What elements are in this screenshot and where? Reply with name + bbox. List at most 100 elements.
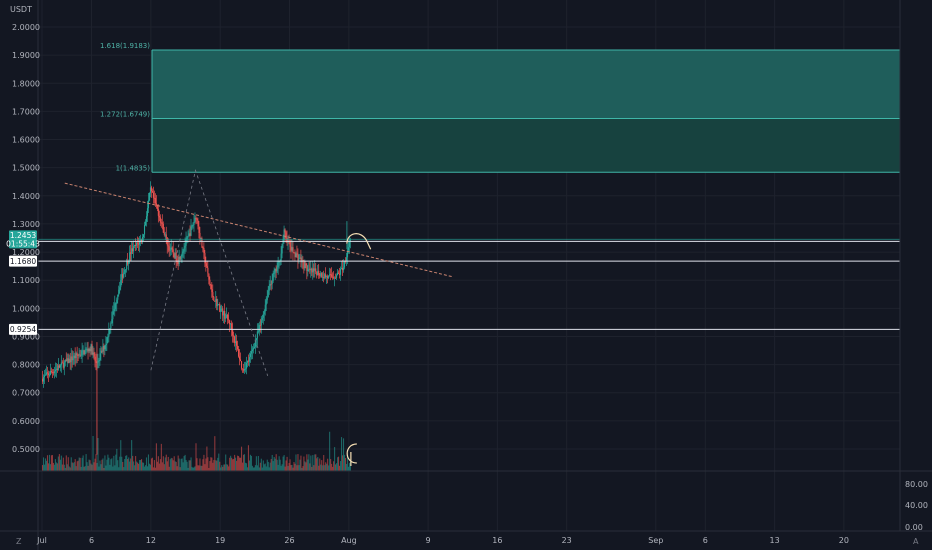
candle-body: [267, 290, 269, 298]
timezone-toggle[interactable]: Z: [16, 537, 22, 546]
candle-body: [258, 325, 260, 332]
candle-body: [171, 247, 173, 250]
volume-bar: [332, 466, 334, 471]
candle-body: [310, 268, 312, 271]
time-tick-label: 9: [426, 536, 431, 545]
volume-bar: [47, 463, 50, 471]
volume-bar: [55, 462, 57, 471]
candle-body: [300, 257, 302, 263]
candle-body: [54, 369, 56, 372]
candle-body: [247, 360, 250, 362]
time-tick-label: 26: [284, 536, 294, 545]
time-axis[interactable]: Jul 6 12 19 26 Aug 9 16 23 Sep 6 13 20: [36, 536, 849, 545]
candle-body: [160, 222, 162, 224]
price-tag-label: 0.9254: [10, 325, 36, 334]
volume-tick-label: 40.00: [905, 501, 928, 510]
candle-body: [191, 225, 193, 227]
volume-bar: [178, 458, 180, 471]
volume-bar: [146, 466, 149, 471]
volume-bar: [335, 464, 337, 471]
volume-bar: [121, 456, 123, 471]
candle-body: [234, 336, 236, 343]
candle-body: [245, 362, 248, 369]
volume-bar: [293, 461, 295, 471]
volume-bar: [119, 456, 121, 471]
candle-body: [109, 328, 111, 330]
volume-bar: [168, 466, 170, 471]
volume-bar: [254, 465, 256, 471]
candle-body: [246, 360, 249, 363]
candle-body: [314, 268, 316, 271]
candle-body: [157, 209, 159, 216]
volume-bar: [138, 463, 140, 471]
candle-body: [347, 247, 350, 251]
candle-body: [232, 329, 234, 336]
candle-body: [261, 317, 263, 321]
candle-body: [271, 280, 273, 285]
candle-body: [144, 221, 147, 226]
volume-bar: [265, 466, 267, 471]
current-price-tag-bg: [9, 230, 37, 249]
candle-body: [62, 363, 64, 368]
candle-body: [325, 274, 327, 277]
volume-bar: [125, 455, 127, 471]
candle-body: [127, 261, 129, 264]
volume-bar: [308, 454, 310, 471]
auto-scale-toggle[interactable]: A: [913, 537, 919, 546]
candle-body: [49, 371, 52, 375]
volume-bar: [52, 462, 54, 471]
volume-bar: [176, 466, 178, 471]
candle-body: [335, 277, 337, 279]
time-tick-label: 13: [770, 536, 780, 545]
candle-body: [293, 252, 295, 254]
volume-bar: [130, 458, 132, 471]
candle-body: [174, 252, 176, 258]
candle-body: [337, 272, 339, 276]
candle-body: [45, 372, 48, 375]
volume-bar: [295, 454, 297, 471]
candle-body: [106, 337, 108, 345]
volume-bar: [180, 458, 182, 471]
candle-body: [52, 372, 54, 374]
price-axis[interactable]: 2.0000 1.9000 1.8000 1.7000 1.6000 1.5000 1.40…: [12, 23, 40, 454]
candle-body: [83, 350, 85, 355]
candle-body: [64, 360, 66, 363]
volume-bar: [302, 466, 304, 471]
volume-bar: [240, 446, 243, 471]
volume-bar: [161, 462, 163, 471]
candle-body: [107, 336, 109, 338]
volume-bar: [64, 467, 66, 471]
candle-body: [212, 292, 214, 297]
candle-body: [275, 268, 277, 272]
candle-body: [181, 253, 183, 257]
volume-bar: [301, 467, 303, 471]
candle-body: [217, 304, 219, 307]
volume-bar: [116, 448, 118, 471]
volume-bar: [298, 465, 300, 471]
volume-bar: [250, 455, 252, 471]
candle-body: [290, 246, 292, 251]
volume-bar: [63, 464, 65, 471]
candle-body: [82, 350, 84, 352]
volume-bar: [206, 446, 208, 471]
fib-level-label: 1(1.4835): [116, 164, 151, 172]
candle-body: [249, 353, 251, 358]
candle-body: [295, 253, 297, 258]
price-tick-label: 0.7000: [12, 389, 40, 398]
candle-body: [322, 277, 324, 279]
volume-bar: [258, 467, 260, 471]
candle-body: [59, 365, 61, 368]
candle-body: [66, 358, 68, 362]
candle-body: [269, 283, 271, 287]
candle-body: [230, 323, 232, 325]
candle-body: [125, 269, 127, 271]
volume-bar: [259, 462, 261, 471]
volume-bar: [198, 465, 200, 471]
candle-body: [262, 314, 264, 318]
candle-body: [240, 359, 242, 362]
candle-body: [103, 346, 105, 350]
candle-body: [93, 352, 95, 357]
candle-body: [313, 268, 315, 271]
